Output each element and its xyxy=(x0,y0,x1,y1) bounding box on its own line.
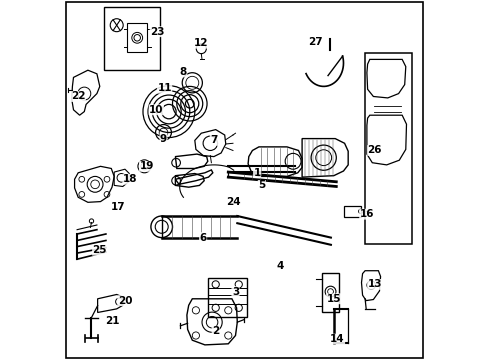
Text: 27: 27 xyxy=(308,37,323,48)
Text: 10: 10 xyxy=(149,105,163,115)
Text: 11: 11 xyxy=(157,83,171,93)
Bar xyxy=(343,206,360,217)
Text: 4: 4 xyxy=(276,261,284,271)
Bar xyxy=(127,23,147,52)
Text: 21: 21 xyxy=(104,316,119,326)
Text: 5: 5 xyxy=(258,180,265,190)
Text: 26: 26 xyxy=(367,145,381,156)
Text: 12: 12 xyxy=(193,38,207,48)
Text: 18: 18 xyxy=(122,174,137,184)
Text: 24: 24 xyxy=(225,197,240,207)
Text: 8: 8 xyxy=(179,67,186,77)
Text: 1: 1 xyxy=(253,168,260,178)
Text: 16: 16 xyxy=(359,209,373,219)
Bar xyxy=(104,7,160,70)
Text: 3: 3 xyxy=(231,287,239,297)
Text: 7: 7 xyxy=(210,135,217,145)
Text: 15: 15 xyxy=(326,294,340,304)
Text: 23: 23 xyxy=(150,27,164,37)
Bar xyxy=(365,53,411,244)
Text: 9: 9 xyxy=(160,134,167,144)
Text: 14: 14 xyxy=(329,334,344,344)
Text: 19: 19 xyxy=(139,161,153,171)
Text: 17: 17 xyxy=(110,202,125,212)
Text: 2: 2 xyxy=(212,326,219,336)
Text: 13: 13 xyxy=(367,279,381,289)
Text: 6: 6 xyxy=(199,233,206,243)
Bar xyxy=(321,273,339,312)
Text: 22: 22 xyxy=(71,91,85,102)
Bar xyxy=(207,278,246,317)
Text: 20: 20 xyxy=(118,296,132,306)
Text: 25: 25 xyxy=(92,245,107,255)
